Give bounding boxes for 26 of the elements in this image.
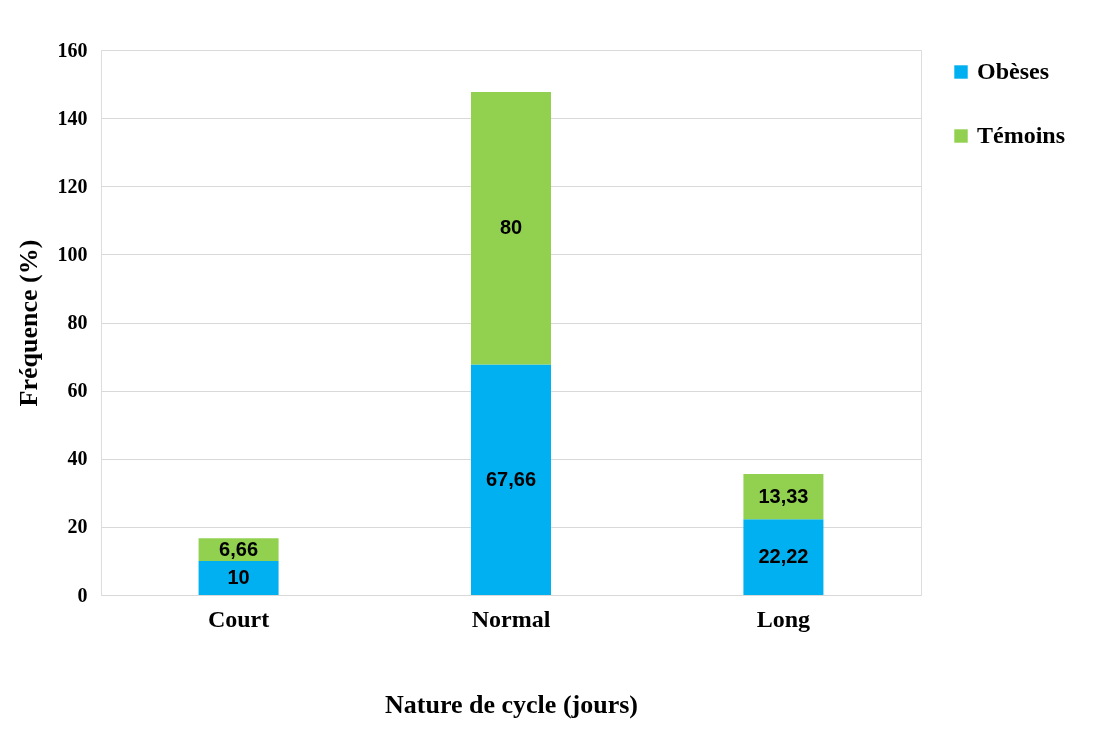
x-tick-label: Court <box>207 605 270 632</box>
data-label: 22,22 <box>758 545 809 568</box>
y-tick-label: 160 <box>57 38 88 61</box>
y-tick-label: 120 <box>57 174 88 197</box>
x-axis-title: Nature de cycle (jours) <box>385 689 638 719</box>
y-tick-label: 140 <box>57 106 88 129</box>
y-axis-title: Fréquence (%) <box>13 239 43 407</box>
x-tick-label: Long <box>756 605 811 632</box>
y-tick-label: 80 <box>67 311 88 333</box>
y-tick-label: 100 <box>57 242 88 265</box>
legend-label: Obèses <box>977 58 1049 84</box>
y-tick-label: 60 <box>67 379 88 402</box>
x-tick-label: Normal <box>471 605 551 632</box>
bar <box>198 560 279 595</box>
data-label: 80 <box>499 216 523 239</box>
data-label: 6,66 <box>219 537 259 560</box>
bar <box>743 519 824 595</box>
bar <box>471 92 551 365</box>
y-tick-label: 20 <box>67 515 88 538</box>
data-label: 10 <box>227 565 250 588</box>
y-tick-label: 0 <box>77 583 88 606</box>
bar <box>471 364 551 595</box>
data-label: 67,66 <box>485 467 537 490</box>
data-label: 13,33 <box>758 484 809 507</box>
legend-label: Témoins <box>977 122 1066 148</box>
y-tick-label: 40 <box>67 447 88 470</box>
